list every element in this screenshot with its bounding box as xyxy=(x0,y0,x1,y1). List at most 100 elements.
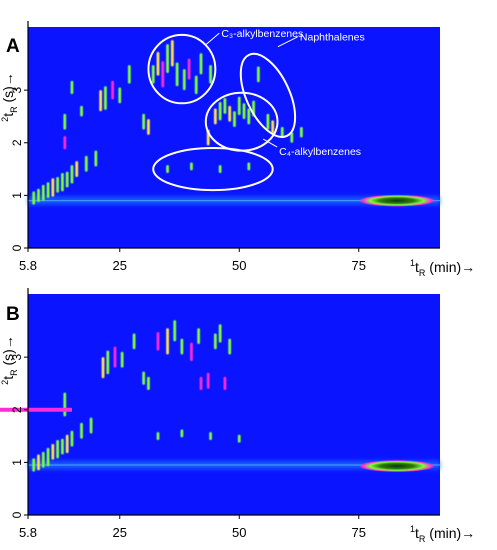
panel-a-peak-46 xyxy=(271,120,275,134)
panel-a-peak-53 xyxy=(247,162,251,171)
panel-b-xtick-label-2: 50 xyxy=(232,525,246,540)
panel-a-axes: 5.8 25 50 75 0 1 2 3 xyxy=(10,21,440,273)
panel-a-peak-28 xyxy=(175,62,179,87)
panel-b-ytick-label-1: 1 xyxy=(10,459,24,466)
panel-b-ytick-label-3: 3 xyxy=(10,353,24,360)
panel-b-solvent-tail xyxy=(358,460,436,473)
panel-b-axes: 5.8 25 50 75 0 1 2 3 xyxy=(10,288,440,540)
panel-b-peak-16 xyxy=(132,333,136,350)
panel-a-peak-35 xyxy=(213,108,217,125)
panel-b-peak-26 xyxy=(206,372,210,389)
panel-a-peak-49 xyxy=(299,126,303,138)
panel-b-solvent-peak xyxy=(358,460,436,473)
panel-a-peak-31 xyxy=(194,75,198,95)
panel-b-xtick-label-3: 75 xyxy=(352,525,366,540)
panel-a-peak-6 xyxy=(61,173,64,192)
panel-a-peak-16 xyxy=(99,90,103,112)
panel-a-peak-40 xyxy=(237,96,241,116)
panel-a-ytick-label-3: 3 xyxy=(10,86,24,93)
panel-a-leader-c3 xyxy=(204,32,220,46)
panel-b-xtick-label-1: 25 xyxy=(113,525,127,540)
panel-a-peaks xyxy=(32,40,303,205)
panel-b-peak-0 xyxy=(32,458,36,472)
panel-b-peak-15 xyxy=(120,351,124,368)
panel-a-peak-26 xyxy=(166,44,169,74)
panel-a-peak-50 xyxy=(166,165,169,174)
panel-a-peak-21 xyxy=(142,113,146,130)
panel-a-label-c3: C₃-alkylbenzenes xyxy=(221,28,303,40)
panel-b-peak-31 xyxy=(156,432,160,441)
panel-b-peak-22 xyxy=(180,338,184,355)
panel-b-peak-33 xyxy=(209,432,212,441)
panel-b-peak-8 xyxy=(70,430,74,447)
panel-b-peak-19 xyxy=(156,332,160,351)
panel-a-peak-42 xyxy=(247,108,251,125)
panel-a-label-c4: C₄-alkylbenzenes xyxy=(279,146,361,158)
panel-a-peak-29 xyxy=(182,69,186,91)
panel-a-peak-52 xyxy=(218,165,222,174)
panel-a-label: A xyxy=(6,36,20,57)
panel-a-leader-naph xyxy=(277,36,299,48)
panel-a-peak-25 xyxy=(161,61,165,88)
panel-a-ytick-label-0: 0 xyxy=(10,244,24,251)
panel-b-plot-area xyxy=(28,294,440,515)
panel-a-peak-17 xyxy=(104,86,107,110)
panel-b: B 5.8 25 50 75 0 1 2 3 2tR (s)→ 1tR (min)→ xyxy=(0,288,475,544)
panel-a-peak-37 xyxy=(223,98,227,114)
panel-a-peak-20 xyxy=(127,65,131,84)
panel-a-peak-45 xyxy=(266,113,270,130)
panel-a-plot-area xyxy=(28,27,440,248)
panel-b-label: B xyxy=(6,304,20,325)
panel-a-ellipse-naph xyxy=(239,52,297,138)
panel-b-peak-18 xyxy=(147,376,150,391)
panel-a-peak-9 xyxy=(75,161,79,177)
panel-b-peak-1 xyxy=(37,454,40,471)
panel-b-peak-17 xyxy=(142,371,146,385)
panel-a-peak-10 xyxy=(84,155,88,172)
panel-b-peak-9 xyxy=(80,422,83,439)
panel-a-peak-0 xyxy=(32,191,36,205)
panel-b-peak-32 xyxy=(180,429,184,438)
panel-b-ytick-label-0: 0 xyxy=(10,511,24,518)
panel-b-peak-14 xyxy=(113,346,117,368)
panel-b-peak-30 xyxy=(228,338,232,355)
panel-a-peak-32 xyxy=(199,53,203,75)
panel-b-x-axis-label: 1tR (min)→ xyxy=(410,524,475,544)
panel-a-peak-13 xyxy=(63,113,67,130)
panel-a-peak-15 xyxy=(80,105,83,117)
panel-b-peak-27 xyxy=(213,333,217,350)
panel-b-peak-13 xyxy=(106,350,110,375)
panel-b-peak-12 xyxy=(101,357,105,379)
panel-a-xtick-label-2: 50 xyxy=(232,258,246,273)
panel-b-streak xyxy=(0,407,72,412)
panel-a-xtick-label-0: 5.8 xyxy=(19,258,37,273)
panel-a-peak-22 xyxy=(147,119,150,135)
panel-a-y-axis-label: 2tR (s)→ xyxy=(0,72,19,122)
panel-a-peak-2 xyxy=(41,184,45,201)
panel-a-leader-c4 xyxy=(262,138,278,148)
panel-a-solvent-tail xyxy=(358,194,436,207)
panel-a-peak-44 xyxy=(256,66,260,83)
panel-a-peak-39 xyxy=(233,111,236,127)
panel-a-peak-38 xyxy=(228,105,232,122)
panel-a-peak-4 xyxy=(51,178,55,197)
panel-b-peak-7 xyxy=(65,434,69,454)
panel-b-peak-23 xyxy=(190,342,193,362)
panel-b-peak-20 xyxy=(166,328,169,355)
panel-b-peak-11 xyxy=(63,392,67,417)
panel-a-peak-8 xyxy=(70,165,74,184)
panel-a-peak-19 xyxy=(118,87,122,104)
panel-a-peak-11 xyxy=(94,150,98,167)
panel-b-streak xyxy=(0,407,72,412)
panel-b-peak-10 xyxy=(89,417,93,434)
panel-a-label-naph: Naphthalenes xyxy=(300,32,365,44)
panel-b-peak-6 xyxy=(61,438,64,455)
panel-a-peak-18 xyxy=(111,80,114,100)
panel-a-ellipse-c3 xyxy=(147,33,217,105)
panel-b-peak-21 xyxy=(173,320,177,342)
panel-a-ellipse-other xyxy=(152,147,274,192)
panel-b-xtick-label-0: 5.8 xyxy=(19,525,37,540)
